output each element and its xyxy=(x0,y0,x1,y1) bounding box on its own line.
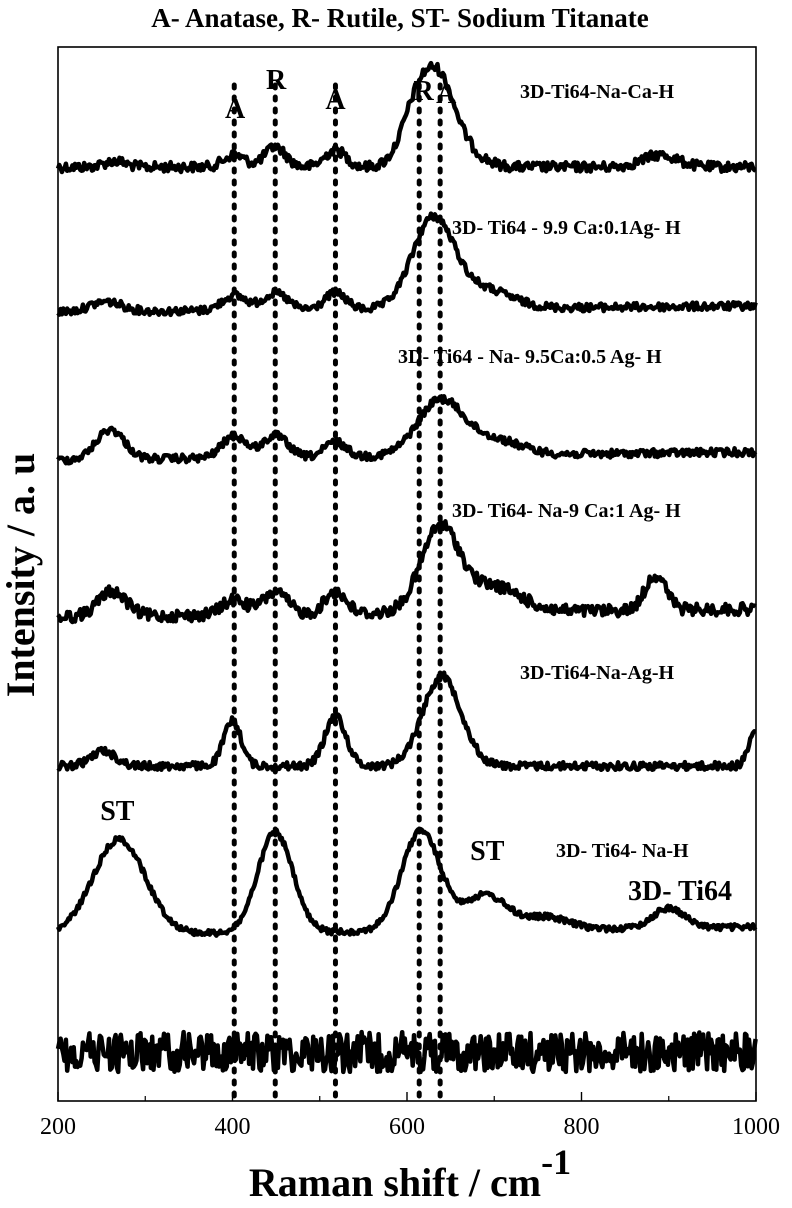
peak-annotation-7: ST xyxy=(470,836,505,867)
x-axis-label: Raman shift / cm-1 xyxy=(249,1142,571,1205)
series-line-1 xyxy=(55,60,757,175)
series-label-7: 3D- Ti64 xyxy=(628,876,732,907)
series-label-6: 3D- Ti64- Na-H xyxy=(556,840,689,862)
x-axis-label-superscript: -1 xyxy=(541,1142,571,1182)
series-line-6 xyxy=(55,826,758,938)
peak-annotation-5: A xyxy=(436,79,457,110)
series-label-2: 3D- Ti64 - 9.9 Ca:0.1Ag- H xyxy=(452,217,681,239)
x-tick-label-400: 400 xyxy=(215,1114,251,1140)
series-layer xyxy=(55,60,758,1075)
series-label-layer: 3D-Ti64-Na-Ca-H 3D- Ti64 - 9.9 Ca:0.1Ag- … xyxy=(398,81,732,907)
peak-annotation-4: R xyxy=(413,76,434,107)
series-label-5: 3D-Ti64-Na-Ag-H xyxy=(520,662,675,684)
x-tick-label-800: 800 xyxy=(564,1114,600,1140)
x-tick-label-1000: 1000 xyxy=(732,1114,780,1140)
peak-annotation-6: ST xyxy=(100,796,135,827)
x-axis: 200 400 600 800 1000 xyxy=(40,1092,780,1140)
x-tick-label-600: 600 xyxy=(389,1114,425,1140)
series-line-2 xyxy=(56,211,758,318)
series-line-7 xyxy=(55,1029,758,1075)
series-label-3: 3D- Ti64 - Na- 9.5Ca:0.5 Ag- H xyxy=(398,346,662,368)
x-tick-label-200: 200 xyxy=(40,1114,76,1140)
series-line-4 xyxy=(56,519,757,625)
plot-frame xyxy=(57,46,757,1102)
y-axis-label: Intensity / a. u xyxy=(0,453,43,698)
x-axis-label-text: Raman shift / cm xyxy=(249,1160,541,1205)
peak-annotation-2: R xyxy=(266,65,287,96)
peak-annotation-1: A xyxy=(225,94,246,125)
series-label-1: 3D-Ti64-Na-Ca-H xyxy=(520,81,675,103)
chart-title: A- Anatase, R- Rutile, ST- Sodium Titana… xyxy=(151,3,649,33)
series-line-5 xyxy=(56,670,757,773)
peak-annotation-3: A xyxy=(325,85,346,116)
series-line-3 xyxy=(56,394,758,466)
series-label-4: 3D- Ti64- Na-9 Ca:1 Ag- H xyxy=(452,500,681,522)
